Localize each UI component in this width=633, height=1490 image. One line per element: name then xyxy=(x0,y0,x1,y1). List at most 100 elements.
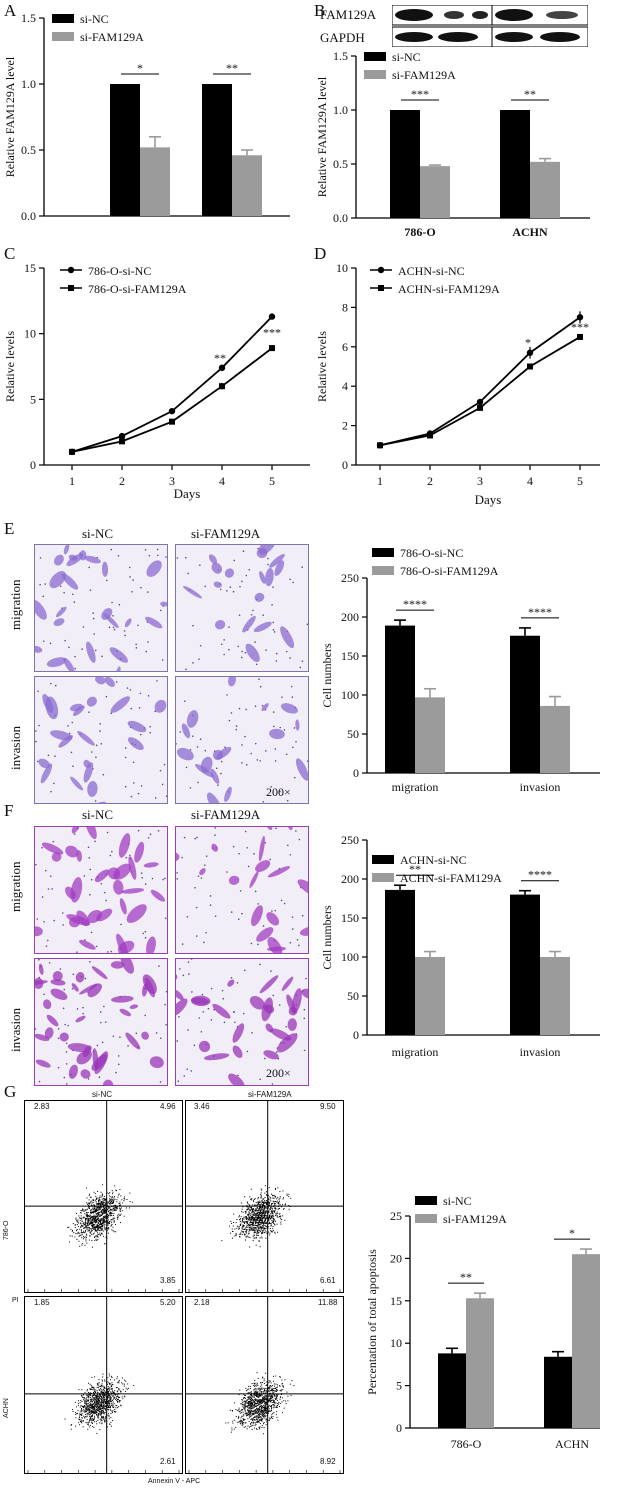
flow-dot-1-755 xyxy=(256,1217,258,1219)
flow-dot-1-609 xyxy=(246,1235,248,1237)
flow-dot-3-181 xyxy=(250,1395,252,1397)
flow-dot-2-867 xyxy=(106,1405,108,1407)
flow-dot-3-20 xyxy=(243,1407,245,1409)
flow-dot-0-80 xyxy=(94,1205,96,1207)
micro-cell-7-23 xyxy=(281,976,294,991)
flow-dot-0-277 xyxy=(103,1206,105,1208)
flow-dot-1-704 xyxy=(269,1217,271,1219)
flow-dot-3-447 xyxy=(272,1399,274,1401)
flow-dot-1-750 xyxy=(242,1211,244,1213)
flow-dot-1-186 xyxy=(268,1198,270,1200)
flow-dot-2-785 xyxy=(108,1399,110,1401)
flow-dot-1-399 xyxy=(243,1216,245,1218)
flow-dot-0-818 xyxy=(107,1222,109,1224)
flow-dot-1-709 xyxy=(257,1224,259,1226)
flow-dot-1-887 xyxy=(243,1222,245,1224)
micro-cell-4-17 xyxy=(119,898,127,915)
micro-pore-2-18 xyxy=(139,692,142,695)
flow-dot-1-151 xyxy=(253,1209,255,1211)
flow-dot-1-142 xyxy=(262,1227,264,1229)
flow-dot-1-666 xyxy=(266,1194,268,1196)
flow-dot-0-395 xyxy=(117,1214,119,1216)
flow-dot-0-584 xyxy=(90,1222,92,1224)
flow-dot-0-718 xyxy=(104,1204,106,1206)
flow-dot-3-492 xyxy=(265,1372,267,1374)
flow-dot-1-416 xyxy=(272,1230,274,1232)
flow-dot-0-473 xyxy=(96,1221,98,1223)
flow-dot-0-698 xyxy=(93,1221,95,1223)
flow-dot-3-286 xyxy=(283,1400,285,1402)
flow-dot-3-466 xyxy=(262,1405,264,1407)
micro-pore-2-31 xyxy=(115,681,118,683)
flow-dot-2-784 xyxy=(97,1414,99,1416)
flow-dot-3-755 xyxy=(249,1402,251,1404)
flow-q-lr-2: 2.61 xyxy=(160,1457,176,1466)
flow-dot-1-682 xyxy=(259,1207,261,1209)
flow-dot-1-480 xyxy=(244,1221,246,1223)
flow-dot-1-374 xyxy=(258,1208,260,1210)
flow-dot-2-425 xyxy=(110,1413,112,1415)
flow-dot-0-761 xyxy=(94,1193,96,1195)
flow-dot-1-552 xyxy=(273,1218,275,1220)
flow-dot-3-672 xyxy=(261,1382,263,1384)
flow-dot-2-364 xyxy=(101,1385,103,1387)
flow-dot-1-597 xyxy=(251,1229,253,1231)
flow-dot-0-541 xyxy=(111,1196,113,1198)
micro-pore-5-19 xyxy=(262,925,265,927)
flow-dot-2-501 xyxy=(113,1392,115,1394)
flow-dot-2-663 xyxy=(81,1408,83,1410)
flow-dot-2-525 xyxy=(106,1401,108,1403)
flow-dot-3-719 xyxy=(242,1414,244,1416)
flow-dot-3-288 xyxy=(283,1407,285,1409)
flow-dot-3-151 xyxy=(250,1425,252,1427)
micro-pore-2-49 xyxy=(54,684,57,687)
flow-dot-0-352 xyxy=(97,1199,99,1201)
micro-cell-1-7 xyxy=(211,562,223,574)
flow-dot-1-353 xyxy=(255,1231,257,1233)
flow-dot-2-601 xyxy=(113,1393,115,1395)
flow-dot-3-141 xyxy=(279,1398,281,1400)
e-row-label-invasion: invasion xyxy=(8,725,23,770)
flow-dot-1-813 xyxy=(255,1227,257,1229)
flow-dot-2-507 xyxy=(102,1393,104,1395)
flow-dot-3-774 xyxy=(252,1401,254,1403)
flow-dot-0-850 xyxy=(99,1233,101,1235)
flow-dot-2-159 xyxy=(101,1411,103,1413)
micro-pore-2-13 xyxy=(132,761,135,764)
flow-dot-0-626 xyxy=(110,1225,112,1227)
flow-dot-3-337 xyxy=(241,1403,243,1405)
flow-dot-2-381 xyxy=(93,1409,95,1411)
micro-pore-5-9 xyxy=(176,872,178,874)
micro-pore-5-45 xyxy=(264,842,267,844)
flow-dot-2-89 xyxy=(89,1416,91,1418)
flow-dot-1-452 xyxy=(251,1221,253,1223)
flow-dot-0-782 xyxy=(110,1199,112,1201)
x-tick-label-c-1: 2 xyxy=(119,474,125,488)
flow-dot-2-228 xyxy=(107,1403,109,1405)
flow-dot-3-649 xyxy=(240,1423,242,1425)
flow-dot-2-465 xyxy=(93,1397,95,1399)
flow-dot-1-289 xyxy=(277,1200,279,1202)
flow-dot-1-287 xyxy=(283,1208,285,1210)
flow-dot-0-638 xyxy=(89,1196,91,1198)
flow-dot-3-128 xyxy=(269,1398,271,1400)
flow-dot-2-9 xyxy=(93,1392,95,1394)
flow-dot-1-394 xyxy=(280,1223,282,1225)
y-tick-label-d-2: 4 xyxy=(342,379,348,393)
flow-dot-2-764 xyxy=(79,1402,81,1404)
flow-dot-0-519 xyxy=(95,1238,97,1240)
flow-dot-2-540 xyxy=(107,1393,109,1395)
flow-dot-3-17 xyxy=(267,1410,269,1412)
flow-dot-1-130 xyxy=(265,1237,267,1239)
flow-dot-1-673 xyxy=(254,1204,256,1206)
flow-dot-1-450 xyxy=(251,1218,253,1220)
flow-dot-3-383 xyxy=(235,1409,237,1411)
flow-dot-1-424 xyxy=(245,1229,247,1231)
flow-dot-3-86 xyxy=(261,1387,263,1389)
flow-dot-0-399 xyxy=(103,1209,105,1211)
flow-dot-1-749 xyxy=(260,1206,262,1208)
flow-dot-1-265 xyxy=(265,1217,267,1219)
micro-pore-4-3 xyxy=(89,893,91,896)
flow-dot-1-419 xyxy=(240,1232,242,1234)
flow-dot-0-600 xyxy=(87,1226,89,1228)
